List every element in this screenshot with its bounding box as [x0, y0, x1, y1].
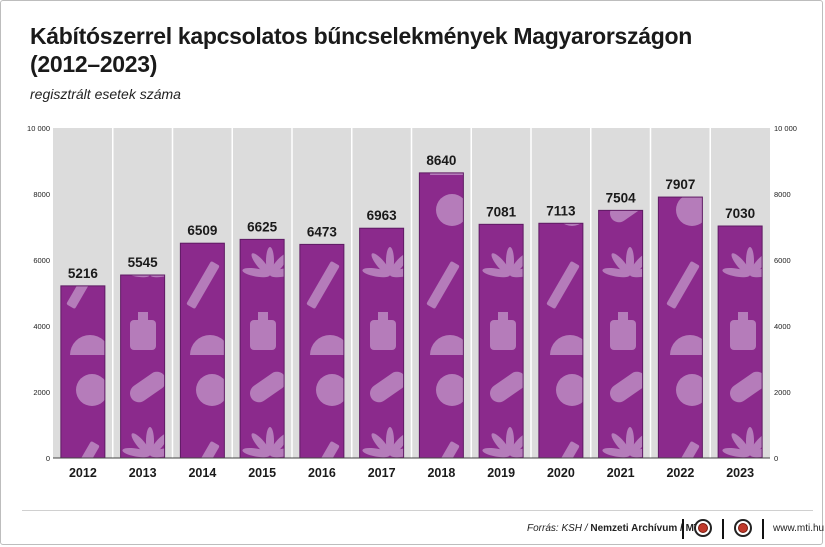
bar-2023: [717, 225, 763, 459]
data-label-2020: 7113: [546, 203, 576, 218]
y-tick-label-left: 8000: [33, 190, 50, 199]
x-tick-label-2012: 2012: [69, 466, 97, 480]
y-tick-label-right: 0: [774, 454, 778, 463]
x-tick-label-2018: 2018: [427, 466, 455, 480]
bar-2014: [179, 242, 225, 459]
bar-2017: [359, 227, 405, 459]
bar-2016: [299, 243, 345, 459]
x-tick-label-2023: 2023: [726, 466, 754, 480]
data-label-2023: 7030: [725, 206, 755, 221]
y-tick-label-right: 10 000: [774, 124, 797, 133]
separator: [722, 519, 724, 539]
footer-rule: [22, 510, 813, 511]
separator: [682, 519, 684, 539]
data-label-2022: 7907: [665, 177, 695, 192]
y-tick-label-left: 6000: [33, 256, 50, 265]
data-label-2018: 8640: [426, 153, 456, 168]
y-tick-label-right: 2000: [774, 388, 791, 397]
mtva-logo-icon: [694, 519, 712, 537]
mti-logo-icon: [734, 519, 752, 537]
chart-subtitle: regisztrált esetek száma: [30, 86, 181, 102]
bar-2018: [418, 172, 464, 459]
website-link[interactable]: www.mti.hu: [773, 523, 825, 534]
x-tick-label-2017: 2017: [368, 466, 396, 480]
bar-2021: [598, 209, 644, 459]
y-tick-label-left: 0: [46, 454, 50, 463]
y-tick-label-left: 4000: [33, 322, 50, 331]
x-tick-label-2014: 2014: [188, 466, 216, 480]
x-tick-label-2016: 2016: [308, 466, 336, 480]
y-tick-label-right: 6000: [774, 256, 791, 265]
bar-2012: [60, 285, 106, 459]
bar-2015: [239, 238, 285, 459]
x-tick-label-2021: 2021: [607, 466, 635, 480]
source-prefix: Forrás: KSH /: [527, 523, 591, 534]
bar-2022: [657, 196, 703, 459]
y-tick-label-right: 8000: [774, 190, 791, 199]
x-tick-label-2020: 2020: [547, 466, 575, 480]
data-label-2012: 5216: [68, 266, 99, 281]
bar-2020: [538, 222, 584, 459]
data-label-2016: 6473: [307, 224, 338, 239]
y-tick-label-right: 4000: [774, 322, 791, 331]
x-tick-label-2015: 2015: [248, 466, 276, 480]
x-tick-label-2013: 2013: [129, 466, 157, 480]
data-label-2021: 7504: [606, 190, 637, 205]
footer: Forrás: KSH / Nemzeti Archívum / MTI www…: [0, 510, 825, 547]
chart-title: Kábítószerrel kapcsolatos bűncselekménye…: [30, 23, 692, 77]
x-tick-label-2022: 2022: [666, 466, 694, 480]
x-tick-label-2019: 2019: [487, 466, 515, 480]
bar-2019: [478, 223, 524, 459]
source-bold: Nemzeti Archívum / MTI: [590, 523, 703, 534]
data-label-2013: 5545: [128, 255, 159, 270]
data-label-2015: 6625: [247, 219, 278, 234]
source-credit: Forrás: KSH / Nemzeti Archívum / MTI: [527, 523, 703, 534]
bar-2013: [120, 274, 166, 459]
bar-chart: 0 0 2000 2000 4000 4000 6000 6000 8000 8000 10 000…: [27, 124, 797, 480]
y-tick-label-left: 2000: [33, 388, 50, 397]
separator: [762, 519, 764, 539]
data-label-2017: 6963: [367, 208, 398, 223]
data-label-2019: 7081: [486, 204, 517, 219]
y-tick-label-left: 10 000: [27, 124, 50, 133]
data-label-2014: 6509: [187, 223, 217, 238]
